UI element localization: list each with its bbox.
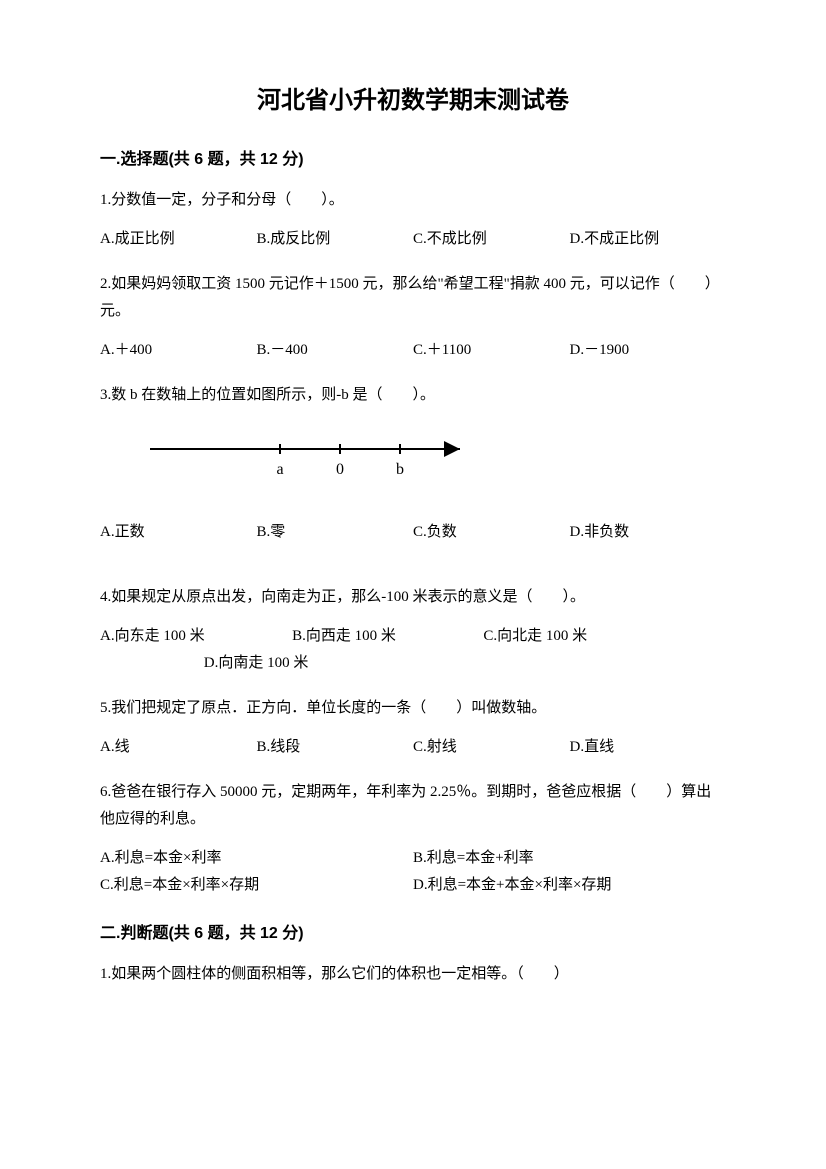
- q4-optC: C.向北走 100 米: [483, 628, 587, 644]
- q2-optA: A.＋400: [100, 337, 257, 364]
- q5-optC: C.射线: [413, 734, 570, 761]
- q4-text: 4.如果规定从原点出发，向南走为正，那么-100 米表示的意义是（ ）。: [100, 584, 726, 611]
- number-line-svg: a 0 b: [140, 429, 480, 489]
- q6-text: 6.爸爸在银行存入 50000 元，定期两年，年利率为 2.25％。到期时，爸爸…: [100, 779, 726, 833]
- q1-optC: C.不成比例: [413, 226, 570, 253]
- q5-options: A.线 B.线段 C.射线 D.直线: [100, 734, 726, 761]
- q2-optC: C.＋1100: [413, 337, 570, 364]
- q6-optB: B.利息=本金+利率: [413, 845, 726, 872]
- question-2: 2.如果妈妈领取工资 1500 元记作＋1500 元，那么给"希望工程"捐款 4…: [100, 271, 726, 364]
- q2-optB: B.－400: [257, 337, 414, 364]
- page-title: 河北省小升初数学期末测试卷: [100, 80, 726, 115]
- q1-optD: D.不成正比例: [570, 226, 727, 253]
- question-3: 3.数 b 在数轴上的位置如图所示，则-b 是（ ）。 a 0 b A.正数 B.零…: [100, 382, 726, 546]
- q6-optA: A.利息=本金×利率: [100, 845, 413, 872]
- q4-optA: A.向东走 100 米: [100, 628, 205, 644]
- s2-question-1: 1.如果两个圆柱体的侧面积相等，那么它们的体积也一定相等。（ ）: [100, 961, 726, 988]
- q4-optD: D.向南走 100 米: [204, 655, 309, 671]
- question-1: 1.分数值一定，分子和分母（ ）。 A.成正比例 B.成反比例 C.不成比例 D…: [100, 187, 726, 253]
- s2-q1-text: 1.如果两个圆柱体的侧面积相等，那么它们的体积也一定相等。（ ）: [100, 961, 726, 988]
- svg-text:a: a: [276, 461, 283, 478]
- q2-options: A.＋400 B.－400 C.＋1100 D.－1900: [100, 337, 726, 364]
- q1-text: 1.分数值一定，分子和分母（ ）。: [100, 187, 726, 214]
- q3-options: A.正数 B.零 C.负数 D.非负数: [100, 519, 726, 546]
- q6-options-row1: A.利息=本金×利率 B.利息=本金+利率: [100, 845, 726, 872]
- question-4: 4.如果规定从原点出发，向南走为正，那么-100 米表示的意义是（ ）。 A.向…: [100, 584, 726, 677]
- q6-optD: D.利息=本金+本金×利率×存期: [413, 872, 726, 899]
- q3-optD: D.非负数: [570, 519, 727, 546]
- svg-text:b: b: [396, 461, 404, 478]
- section2-header: 二.判断题(共 6 题，共 12 分): [100, 919, 726, 943]
- svg-text:0: 0: [336, 461, 344, 478]
- q3-optA: A.正数: [100, 519, 257, 546]
- q5-text: 5.我们把规定了原点．正方向．单位长度的一条（ ）叫做数轴。: [100, 695, 726, 722]
- q3-text: 3.数 b 在数轴上的位置如图所示，则-b 是（ ）。: [100, 382, 726, 409]
- q6-options-row2: C.利息=本金×利率×存期 D.利息=本金+本金×利率×存期: [100, 872, 726, 899]
- section1-header: 一.选择题(共 6 题，共 12 分): [100, 145, 726, 169]
- q5-optA: A.线: [100, 734, 257, 761]
- q3-optC: C.负数: [413, 519, 570, 546]
- q1-optB: B.成反比例: [257, 226, 414, 253]
- q2-text: 2.如果妈妈领取工资 1500 元记作＋1500 元，那么给"希望工程"捐款 4…: [100, 271, 726, 325]
- question-6: 6.爸爸在银行存入 50000 元，定期两年，年利率为 2.25％。到期时，爸爸…: [100, 779, 726, 899]
- q5-optD: D.直线: [570, 734, 727, 761]
- q5-optB: B.线段: [257, 734, 414, 761]
- question-5: 5.我们把规定了原点．正方向．单位长度的一条（ ）叫做数轴。 A.线 B.线段 …: [100, 695, 726, 761]
- q4-options: A.向东走 100 米 B.向西走 100 米 C.向北走 100 米 D.向南…: [100, 623, 726, 677]
- number-line-diagram: a 0 b: [140, 429, 726, 489]
- q4-optB: B.向西走 100 米: [292, 628, 396, 644]
- q6-optC: C.利息=本金×利率×存期: [100, 872, 413, 899]
- q1-optA: A.成正比例: [100, 226, 257, 253]
- q1-options: A.成正比例 B.成反比例 C.不成比例 D.不成正比例: [100, 226, 726, 253]
- q3-optB: B.零: [257, 519, 414, 546]
- q2-optD: D.－1900: [570, 337, 727, 364]
